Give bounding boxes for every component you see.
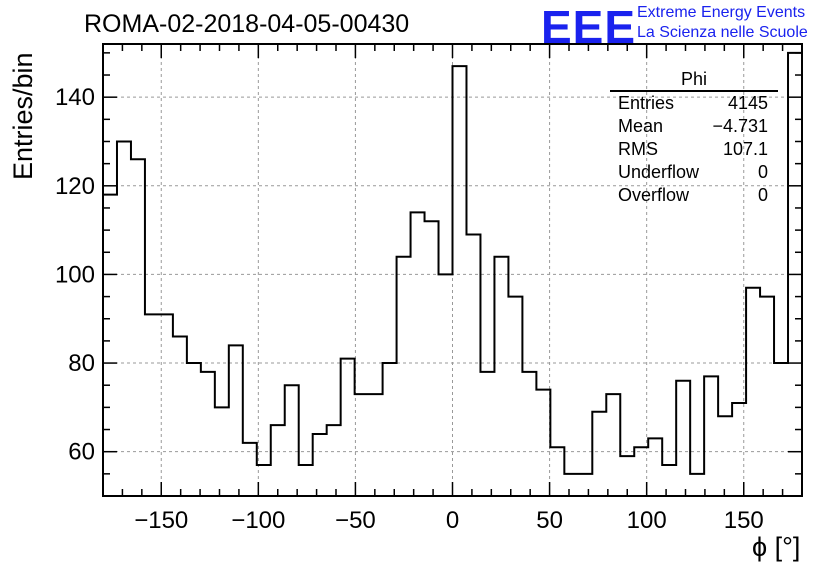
logo-caption-line1: Extreme Energy Events: [637, 4, 806, 21]
stats-value: −4.731: [712, 116, 768, 136]
stats-row-underflow: Underflow 0: [610, 161, 778, 184]
logo-caption: Extreme Energy Events La Scienza nelle S…: [637, 3, 808, 43]
x-tick-label: 50: [536, 507, 563, 534]
chart-title: ROMA-02-2018-04-05-00430: [84, 10, 410, 38]
histogram-series-line: [103, 51, 803, 496]
y-axis-label: Entries/bin: [8, 52, 38, 180]
stats-row-rms: RMS 107.1: [610, 138, 778, 161]
stats-label: Underflow: [618, 162, 700, 182]
x-tick-label: −150: [134, 507, 188, 534]
x-tick-label: −100: [231, 507, 285, 534]
x-tick-label: 0: [446, 507, 459, 534]
stats-row-overflow: Overflow 0: [610, 184, 778, 207]
stats-value: 107.1: [722, 139, 768, 159]
eee-logo: EEE: [541, 1, 637, 53]
stats-value: 0: [757, 185, 768, 205]
y-tick-label: 60: [68, 439, 95, 466]
y-axis-ticks: 60 80 100 120 140: [55, 52, 802, 497]
stats-value: 0: [757, 162, 768, 182]
stats-label: Mean: [618, 116, 664, 136]
stats-row-mean: Mean −4.731: [610, 115, 778, 138]
stats-label: Entries: [618, 93, 675, 113]
x-axis-ticks: −150 −100 −50 0 50 100 150: [102, 44, 803, 534]
y-tick-label: 80: [68, 350, 95, 377]
y-tick-label: 140: [55, 84, 95, 111]
stats-row-entries: Entries 4145: [610, 92, 778, 115]
stats-label: Overflow: [618, 185, 690, 205]
stats-box-title: Phi: [610, 68, 778, 92]
logo-caption-line2: La Scienza nelle Scuole: [637, 24, 808, 41]
x-tick-label: 150: [724, 507, 764, 534]
y-tick-label: 120: [55, 173, 95, 200]
stats-label: RMS: [618, 139, 658, 159]
y-tick-label: 100: [55, 261, 95, 288]
x-tick-label: 100: [627, 507, 667, 534]
x-axis-label: ϕ [°]: [752, 532, 801, 562]
x-tick-label: −50: [335, 507, 376, 534]
stats-box: Phi Entries 4145 Mean −4.731 RMS 107.1 Unde…: [610, 68, 778, 207]
stats-value: 4145: [727, 93, 768, 113]
